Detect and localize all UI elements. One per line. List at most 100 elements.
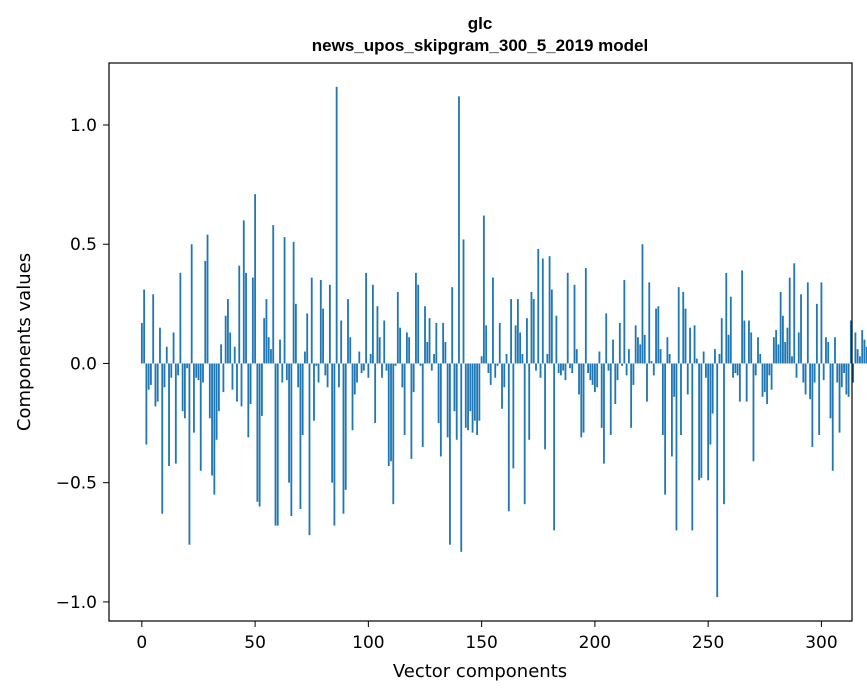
bar-269 bbox=[750, 332, 753, 364]
bar-137 bbox=[451, 287, 454, 364]
bar-7 bbox=[156, 363, 159, 402]
bar-152 bbox=[485, 325, 488, 364]
bar-95 bbox=[356, 363, 358, 383]
bar-4 bbox=[150, 363, 152, 385]
y-tick-label-0: −1.0 bbox=[56, 593, 97, 613]
bar-5 bbox=[152, 294, 155, 364]
y-tick-label-2: 0.0 bbox=[70, 354, 97, 374]
bar-74 bbox=[308, 363, 311, 536]
bar-111 bbox=[392, 363, 395, 505]
bar-35 bbox=[220, 344, 223, 364]
bar-159 bbox=[501, 363, 503, 409]
bar-218 bbox=[634, 325, 637, 364]
bar-48 bbox=[249, 363, 252, 404]
bar-151 bbox=[482, 215, 485, 364]
bar-33 bbox=[215, 363, 218, 440]
bar-68 bbox=[294, 303, 297, 364]
bar-161 bbox=[505, 353, 508, 364]
bar-258 bbox=[725, 272, 728, 364]
bar-289 bbox=[795, 363, 798, 378]
bar-254 bbox=[716, 363, 719, 598]
bar-214 bbox=[625, 363, 628, 376]
bar-294 bbox=[806, 282, 809, 364]
bar-153 bbox=[487, 363, 490, 373]
bar-60 bbox=[276, 363, 279, 526]
bar-171 bbox=[528, 363, 531, 440]
bar-11 bbox=[165, 346, 168, 364]
bar-113 bbox=[396, 291, 399, 364]
bar-261 bbox=[732, 363, 734, 378]
bar-193 bbox=[578, 363, 580, 395]
bar-227 bbox=[655, 308, 657, 364]
bar-211 bbox=[618, 322, 621, 364]
bar-241 bbox=[686, 363, 689, 395]
bar-92 bbox=[349, 337, 352, 364]
x-axis-label: Vector components bbox=[393, 661, 567, 682]
bar-244 bbox=[693, 325, 696, 364]
bar-208 bbox=[612, 339, 614, 364]
y-tick-label-3: 0.5 bbox=[70, 235, 97, 255]
bar-32 bbox=[213, 363, 216, 495]
bar-203 bbox=[600, 363, 603, 428]
bar-44 bbox=[240, 363, 243, 407]
bar-278 bbox=[770, 363, 773, 390]
bar-58 bbox=[272, 225, 275, 364]
bar-61 bbox=[279, 339, 281, 364]
bar-104 bbox=[376, 306, 379, 364]
bar-209 bbox=[614, 363, 617, 404]
bar-210 bbox=[616, 363, 619, 381]
bar-196 bbox=[584, 268, 587, 364]
bar-54 bbox=[263, 318, 266, 364]
bar-306 bbox=[834, 337, 836, 364]
bar-170 bbox=[526, 318, 528, 364]
bar-230 bbox=[661, 363, 664, 435]
bar-145 bbox=[469, 363, 472, 412]
bar-22 bbox=[190, 244, 193, 364]
bar-1 bbox=[143, 289, 146, 364]
bar-297 bbox=[813, 363, 816, 383]
bar-143 bbox=[464, 363, 467, 428]
bar-129 bbox=[433, 353, 435, 364]
bar-10 bbox=[163, 363, 166, 388]
bar-219 bbox=[637, 337, 639, 364]
bar-301 bbox=[822, 363, 825, 381]
bar-120 bbox=[412, 363, 415, 393]
bar-71 bbox=[301, 363, 304, 435]
bar-72 bbox=[304, 351, 306, 364]
bar-316 bbox=[856, 349, 859, 364]
bar-253 bbox=[714, 349, 716, 364]
bar-53 bbox=[261, 363, 263, 416]
bar-45 bbox=[242, 220, 245, 364]
bar-77 bbox=[315, 363, 318, 366]
bar-189 bbox=[569, 363, 571, 369]
bar-47 bbox=[247, 363, 250, 438]
bar-313 bbox=[849, 320, 852, 364]
bar-195 bbox=[582, 363, 585, 433]
bar-75 bbox=[310, 277, 313, 364]
bar-304 bbox=[829, 363, 832, 419]
bar-181 bbox=[550, 289, 553, 364]
bar-217 bbox=[632, 363, 635, 385]
chart-title: glc bbox=[468, 14, 493, 33]
bar-251 bbox=[709, 363, 712, 445]
bar-228 bbox=[657, 306, 660, 364]
bar-122 bbox=[417, 284, 420, 364]
bar-94 bbox=[353, 363, 356, 395]
bar-125 bbox=[424, 306, 426, 364]
bar-144 bbox=[467, 363, 469, 431]
bar-226 bbox=[652, 363, 655, 376]
bar-65 bbox=[288, 363, 290, 483]
bar-224 bbox=[648, 282, 651, 364]
bar-247 bbox=[700, 363, 703, 478]
bar-57 bbox=[270, 349, 272, 364]
bar-299 bbox=[818, 363, 821, 435]
bar-259 bbox=[727, 334, 730, 364]
bar-41 bbox=[233, 346, 236, 364]
bar-160 bbox=[503, 363, 506, 388]
bar-121 bbox=[415, 272, 417, 364]
bar-212 bbox=[621, 363, 623, 366]
bar-37 bbox=[224, 315, 227, 364]
bar-132 bbox=[439, 363, 442, 457]
bar-277 bbox=[768, 363, 771, 376]
x-tick-label-6: 300 bbox=[805, 633, 837, 653]
